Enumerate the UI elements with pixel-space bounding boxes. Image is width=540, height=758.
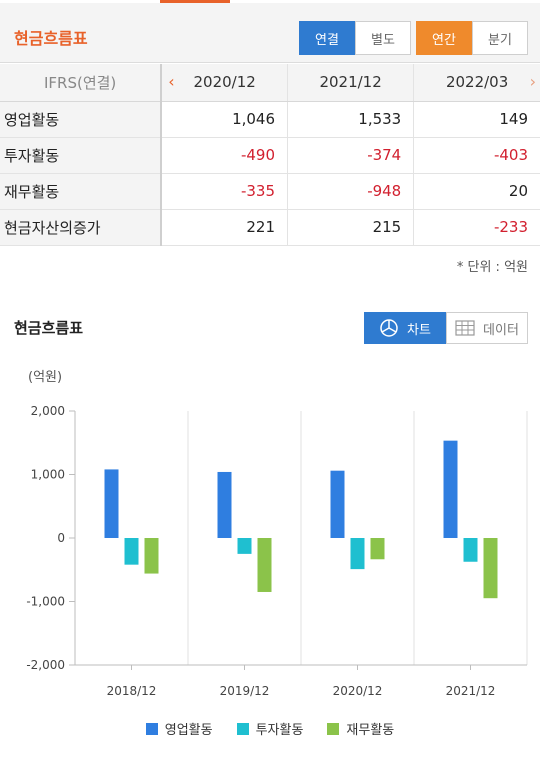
legend-item[interactable]: 재무활동 bbox=[327, 719, 394, 738]
bar bbox=[443, 440, 458, 538]
legend-swatch bbox=[327, 722, 340, 735]
legend-swatch bbox=[145, 722, 158, 735]
table-row: 영업활동 1,046 1,533 149 bbox=[0, 101, 540, 138]
active-tab-indicator bbox=[160, 0, 230, 3]
table-header-row: IFRS(연결) ‹ 2020/12 2021/12 2022/03 › bbox=[0, 64, 540, 102]
table-cell: 221 bbox=[161, 209, 289, 246]
table-cell: 20 bbox=[413, 173, 540, 210]
section-title: 현금흐름표 bbox=[14, 29, 88, 48]
bar bbox=[330, 470, 345, 538]
consolidation-toggle: 연결 별도 bbox=[299, 21, 411, 55]
legend-swatch bbox=[236, 722, 249, 735]
legend-item[interactable]: 영업활동 bbox=[145, 719, 213, 738]
bar bbox=[257, 538, 272, 592]
row-label: 영업활동 bbox=[0, 101, 163, 138]
cashflow-bar-chart: 2,000 1,000 0 -1,000 -2,000 2018/12 2019/12 202… bbox=[26, 404, 528, 698]
chart-unit-label: (억원) bbox=[28, 370, 63, 385]
chevron-left-icon[interactable]: ‹ bbox=[168, 72, 175, 91]
table-row: 재무활동 -335 -948 20 bbox=[0, 173, 540, 210]
legend-label: 영업활동 bbox=[164, 723, 213, 738]
table-row: 현금자산의증가 221 215 -233 bbox=[0, 209, 540, 246]
pie-chart-icon bbox=[379, 318, 399, 338]
bar bbox=[124, 538, 139, 565]
annual-button[interactable]: 연간 bbox=[416, 21, 472, 55]
chart-title: 현금흐름표 bbox=[14, 319, 84, 337]
bar bbox=[370, 538, 385, 560]
x-tick-label: 2019/12 bbox=[220, 684, 270, 698]
row-label: 재무활동 bbox=[0, 173, 163, 210]
bar bbox=[463, 538, 478, 562]
consolidated-button[interactable]: 연결 bbox=[299, 21, 355, 55]
section-header: 현금흐름표 연결 별도 연간 분기 bbox=[0, 3, 540, 63]
period-toggle: 연간 분기 bbox=[416, 21, 528, 55]
table-row: 투자활동 -490 -374 -403 bbox=[0, 137, 540, 174]
separate-button[interactable]: 별도 bbox=[355, 21, 411, 55]
table-cell: 149 bbox=[413, 101, 540, 138]
bar bbox=[144, 538, 159, 574]
view-toggle: 차트 데이터 bbox=[364, 312, 528, 344]
table-cell: -335 bbox=[161, 173, 289, 210]
unit-note: * 단위 : 억원 bbox=[456, 260, 528, 275]
cashflow-table: IFRS(연결) ‹ 2020/12 2021/12 2022/03 › 영업활… bbox=[0, 64, 540, 246]
table-cell: -948 bbox=[287, 173, 415, 210]
y-tick-label: -2,000 bbox=[26, 658, 65, 672]
quarterly-button[interactable]: 분기 bbox=[472, 21, 528, 55]
table-cell: -403 bbox=[413, 137, 540, 174]
bar bbox=[104, 469, 119, 538]
column-header: 2021/12 bbox=[287, 64, 415, 102]
chart-legend: 영업활동 투자활동 재무활동 bbox=[0, 719, 540, 738]
bar bbox=[350, 538, 365, 570]
bar bbox=[217, 471, 232, 538]
ifrs-label: IFRS(연결) bbox=[0, 64, 163, 102]
table-cell: -490 bbox=[161, 137, 289, 174]
x-tick-label: 2021/12 bbox=[446, 684, 496, 698]
x-tick-label: 2020/12 bbox=[333, 684, 383, 698]
legend-item[interactable]: 투자활동 bbox=[236, 719, 304, 738]
column-header: 2022/03 › bbox=[413, 64, 540, 102]
legend-label: 투자활동 bbox=[255, 723, 304, 738]
table-grid-icon bbox=[455, 320, 475, 336]
data-view-button[interactable]: 데이터 bbox=[446, 312, 528, 344]
table-cell: 1,046 bbox=[161, 101, 289, 138]
bar bbox=[483, 538, 498, 599]
row-label: 현금자산의증가 bbox=[0, 209, 163, 246]
y-tick-label: 1,000 bbox=[31, 468, 65, 482]
y-tick-label: 0 bbox=[57, 531, 65, 545]
y-tick-label: -1,000 bbox=[26, 595, 65, 609]
table-cell: -374 bbox=[287, 137, 415, 174]
table-cell: 215 bbox=[287, 209, 415, 246]
column-header: ‹ 2020/12 bbox=[161, 64, 289, 102]
chevron-right-icon[interactable]: › bbox=[529, 72, 536, 91]
y-tick-label: 2,000 bbox=[31, 404, 65, 418]
table-cell: 1,533 bbox=[287, 101, 415, 138]
row-label: 투자활동 bbox=[0, 137, 163, 174]
chart-view-button[interactable]: 차트 bbox=[364, 312, 446, 344]
table-cell: -233 bbox=[413, 209, 540, 246]
x-tick-label: 2018/12 bbox=[107, 684, 157, 698]
legend-label: 재무활동 bbox=[346, 723, 395, 738]
bar bbox=[237, 538, 252, 554]
